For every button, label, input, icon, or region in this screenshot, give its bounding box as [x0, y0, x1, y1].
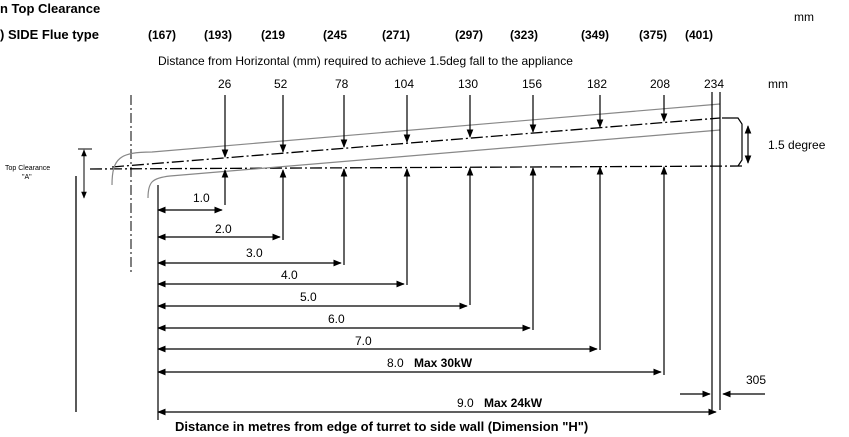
clearance-value: (349) [581, 28, 610, 42]
distance-arrows [157, 206, 717, 416]
fall-value: 234 [704, 77, 725, 91]
fall-value: 104 [394, 77, 415, 91]
horizontal-reference-line [89, 165, 746, 170]
fall-value: 130 [458, 77, 479, 91]
clearance-value: (219 [261, 28, 286, 42]
subtitle: Distance from Horizontal (mm) required t… [158, 54, 573, 68]
max-24kw-note: Max 24kW [484, 396, 543, 410]
top-clearance-small-label: Top Clearance [5, 165, 51, 172]
flue-upper-edge [111, 103, 721, 186]
angle-label: 1.5 degree [768, 138, 826, 152]
fall-arrows [221, 95, 668, 158]
fall-value: 78 [335, 77, 349, 91]
distance-label: 1.0 [193, 191, 210, 205]
clearance-value: (401) [685, 28, 714, 42]
unit-top: mm [794, 10, 814, 24]
distance-label: 7.0 [355, 334, 372, 348]
x-axis-label: Distance in metres from edge of turret t… [175, 419, 589, 434]
sloped-centre-line [111, 117, 721, 168]
fall-value: 182 [587, 77, 608, 91]
top-clearance-heading: n Top Clearance [0, 1, 101, 16]
max-30kw-note: Max 30kW [414, 356, 473, 370]
side-flue-heading: ) SIDE Flue type [0, 27, 99, 42]
wall-gap-label: 305 [746, 373, 767, 387]
fall-value: 156 [522, 77, 543, 91]
unit-mid: mm [768, 77, 788, 91]
clearance-value: (323) [510, 28, 539, 42]
fall-value: 208 [650, 77, 671, 91]
flue-lower-edge [147, 129, 721, 199]
clearance-value: (167) [148, 28, 177, 42]
clearance-value: (271) [382, 28, 411, 42]
distance-label: 3.0 [246, 246, 263, 260]
distance-label: 8.0 [387, 356, 404, 370]
distance-label: 6.0 [328, 312, 345, 326]
distance-label: 9.0 [457, 396, 474, 410]
clearance-value: (245 [323, 28, 348, 42]
horizontal-upward-arrows [221, 166, 668, 375]
top-clearance-small-label-a: "A" [22, 174, 32, 181]
terminal-bracket [722, 117, 743, 167]
distance-label: 5.0 [300, 290, 317, 304]
distance-label: 4.0 [281, 268, 298, 282]
fall-value: 52 [274, 77, 288, 91]
fall-value: 26 [218, 77, 232, 91]
clearance-value: (193) [204, 28, 233, 42]
clearance-value: (297) [455, 28, 484, 42]
distance-label: 2.0 [215, 222, 232, 236]
clearance-value: (375) [639, 28, 668, 42]
